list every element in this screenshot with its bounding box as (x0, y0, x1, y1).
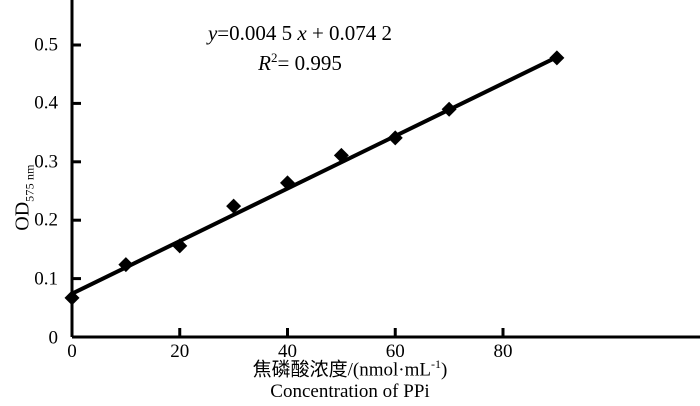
y-axis-title-subscript: 575 nm (22, 164, 37, 202)
regression-line (71, 54, 561, 296)
x-tick-label: 60 (385, 341, 405, 362)
y-tick-label: 0.1 (34, 268, 58, 290)
x-tick-label: 20 (170, 341, 190, 362)
x-axis-title: 焦磷酸浓度/(nmol·mL-1) Concentration of PPi (0, 357, 700, 403)
y-tick-label: 0.2 (34, 209, 58, 231)
data-point-marker (333, 147, 349, 163)
y-tick-label: 0.4 (34, 92, 58, 114)
equation-annotation: y=0.004 5 x + 0.074 2 R2= 0.995 (150, 19, 450, 79)
data-point-marker (118, 257, 134, 273)
y-tick-label: 0.3 (34, 151, 58, 173)
x-axis-title-chinese-text: 焦磷酸浓度/(nmol·mL (252, 359, 432, 381)
x-axis-ticks (178, 328, 505, 337)
x-tick-label: 80 (493, 341, 513, 362)
equation-intercept: + 0.074 2 (311, 21, 393, 45)
data-point-marker (549, 50, 565, 66)
axes-group (70, 0, 700, 339)
r-squared-annotation: R2= 0.995 (150, 49, 450, 79)
data-point-marker (64, 290, 80, 306)
data-point-marker (387, 130, 403, 146)
x-axis-title-english: Concentration of PPi (270, 381, 430, 403)
data-point-marker (441, 101, 457, 117)
data-point-markers (64, 50, 565, 306)
y-tick-label: 0 (48, 327, 59, 349)
equation-x-symbol: x (297, 21, 307, 45)
data-point-marker (280, 175, 295, 191)
x-tick-label: 40 (278, 341, 297, 362)
data-point-marker (172, 238, 188, 254)
x-axis-title-exponent: -1 (431, 357, 442, 371)
r-squared-exponent: 2 (270, 49, 278, 65)
y-axis-ticks (72, 43, 81, 281)
r-squared-value: = 0.995 (277, 50, 342, 75)
regression-equation: y=0.004 5 x + 0.074 2 (150, 19, 450, 49)
x-tick-label: 0 (67, 341, 77, 362)
equation-coefficient: =0.004 5 (217, 21, 293, 45)
r-squared-symbol: R (258, 50, 271, 75)
y-axis-title: OD575 nm (11, 128, 37, 268)
equation-y-symbol: y (207, 21, 218, 45)
x-axis-title-chinese-tail: ) (441, 359, 448, 381)
y-axis-title-main: OD (11, 201, 34, 231)
regression-trend-line (71, 54, 561, 296)
x-axis-title-chinese: 焦磷酸浓度/(nmol·mL-1) (0, 357, 700, 381)
data-point-marker (226, 198, 242, 214)
y-tick-label: 0.5 (34, 34, 58, 56)
